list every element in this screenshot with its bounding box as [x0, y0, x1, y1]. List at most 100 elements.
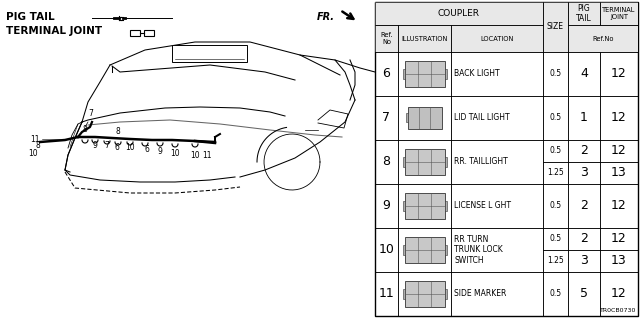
Text: 0.5: 0.5	[549, 113, 561, 123]
Text: TERMINAL
JOINT: TERMINAL JOINT	[602, 7, 636, 20]
Bar	[451, 184, 543, 228]
Text: RR TURN
TRUNK LOCK
SWITCH: RR TURN TRUNK LOCK SWITCH	[454, 236, 503, 265]
Bar	[375, 2, 638, 316]
Bar	[375, 96, 398, 140]
Text: 8: 8	[116, 127, 120, 137]
Bar	[375, 272, 398, 316]
Bar	[375, 52, 398, 96]
Text: 12: 12	[611, 287, 627, 300]
Bar	[445, 201, 447, 211]
Bar	[543, 162, 568, 184]
Text: 0.5: 0.5	[549, 290, 561, 299]
Text: 13: 13	[611, 166, 627, 180]
Text: 2: 2	[580, 199, 588, 212]
Bar	[130, 30, 140, 36]
Text: Ref.
No: Ref. No	[380, 32, 393, 45]
Bar	[398, 26, 451, 52]
Text: 4: 4	[580, 68, 588, 80]
Bar	[404, 61, 445, 87]
Text: PIG TAIL: PIG TAIL	[6, 12, 54, 22]
Text: 7: 7	[104, 141, 109, 150]
Bar	[404, 237, 445, 263]
Bar	[403, 68, 404, 79]
Bar	[600, 250, 638, 272]
Text: 10: 10	[378, 244, 394, 256]
Text: SIZE: SIZE	[547, 22, 564, 31]
Text: 10: 10	[170, 148, 180, 157]
Bar	[600, 140, 638, 162]
Text: 7: 7	[88, 109, 93, 118]
Bar	[451, 26, 543, 52]
Text: 0.5: 0.5	[549, 69, 561, 78]
Bar	[451, 52, 543, 96]
Text: LID TAIL LIGHT: LID TAIL LIGHT	[454, 113, 510, 123]
Text: 1.25: 1.25	[547, 256, 564, 266]
Text: 3: 3	[580, 254, 588, 268]
Text: 6: 6	[383, 68, 390, 80]
Text: 9: 9	[157, 147, 163, 156]
Bar	[600, 96, 638, 140]
Bar	[451, 26, 543, 52]
Bar	[568, 184, 600, 228]
Bar	[600, 228, 638, 250]
Bar	[543, 228, 568, 250]
Bar	[568, 2, 600, 26]
Bar	[398, 26, 451, 52]
Bar	[568, 26, 638, 52]
Text: ILLUSTRATION: ILLUSTRATION	[401, 36, 448, 42]
Bar	[451, 140, 543, 184]
Bar	[403, 289, 404, 299]
Bar	[375, 2, 543, 26]
Bar	[404, 193, 445, 219]
Text: 0.5: 0.5	[549, 147, 561, 156]
Text: LICENSE L GHT: LICENSE L GHT	[454, 202, 511, 211]
Text: 6: 6	[115, 142, 120, 151]
Bar	[403, 157, 404, 167]
Bar	[543, 140, 568, 162]
Text: 6: 6	[145, 145, 149, 154]
Bar	[445, 245, 447, 255]
Text: TR0CB0730: TR0CB0730	[600, 308, 636, 313]
Bar	[144, 30, 154, 36]
Text: 8: 8	[383, 156, 390, 168]
Bar	[403, 201, 404, 211]
Bar	[375, 140, 398, 184]
Bar	[375, 26, 398, 52]
Bar	[398, 272, 451, 316]
Bar	[445, 157, 447, 167]
Text: 13: 13	[611, 254, 627, 268]
Text: 12: 12	[611, 68, 627, 80]
Bar	[543, 250, 568, 272]
Bar	[445, 68, 447, 79]
Text: 8: 8	[35, 141, 40, 150]
Text: 12: 12	[611, 199, 627, 212]
Text: 11: 11	[202, 151, 212, 161]
Bar	[568, 228, 600, 250]
Text: 10: 10	[28, 148, 38, 157]
Bar	[445, 289, 447, 299]
Bar	[398, 140, 451, 184]
Text: 7: 7	[383, 111, 390, 124]
Text: 12: 12	[611, 144, 627, 157]
Bar	[543, 2, 568, 52]
Text: 11: 11	[31, 134, 40, 143]
Text: 11: 11	[378, 287, 394, 300]
Text: 0.5: 0.5	[549, 235, 561, 244]
Text: 10: 10	[125, 143, 135, 153]
Bar	[408, 107, 442, 129]
Text: 9: 9	[383, 199, 390, 212]
Text: 12: 12	[611, 111, 627, 124]
Bar	[375, 184, 398, 228]
Text: BACK LIGHT: BACK LIGHT	[454, 69, 500, 78]
Bar	[375, 2, 543, 26]
Bar	[600, 184, 638, 228]
Bar	[406, 113, 408, 123]
Bar	[568, 26, 638, 52]
Bar	[568, 250, 600, 272]
Bar	[403, 245, 404, 255]
Text: 2: 2	[580, 144, 588, 157]
Text: RR. TAILLIGHT: RR. TAILLIGHT	[454, 157, 508, 166]
Bar	[398, 96, 451, 140]
Bar	[543, 184, 568, 228]
Text: Ref.No: Ref.No	[592, 36, 614, 42]
